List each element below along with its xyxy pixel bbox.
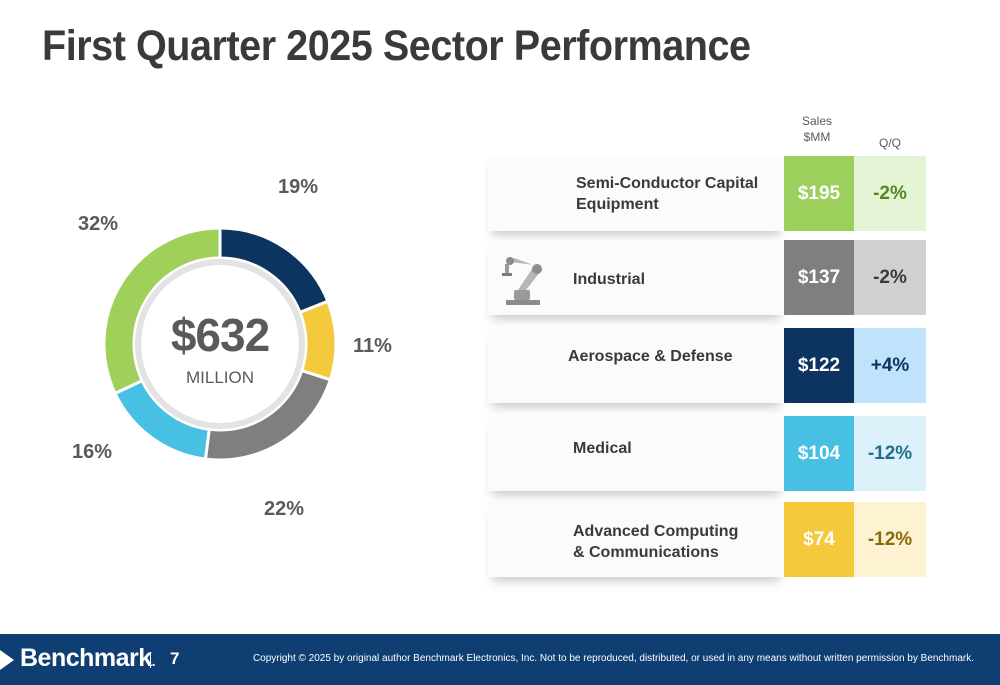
sector-row-aerospace: Aerospace & Defense $122 +4% bbox=[488, 328, 926, 403]
logo-dot: . bbox=[151, 653, 156, 669]
sector-donut-chart bbox=[102, 226, 338, 462]
donut-slice-2 bbox=[298, 299, 338, 382]
total-sales-value: $632 bbox=[170, 309, 270, 361]
sector-row-industrial: Industrial $137 -2% bbox=[488, 240, 926, 315]
sector-name: Semi-Conductor Capital Equipment bbox=[576, 175, 759, 213]
sector-row-semiconductor: Semi-Conductor Capital Equipment $195 -2… bbox=[488, 156, 926, 231]
footer-bar: Benchmark. 7 Copyright © 2025 by origina… bbox=[0, 634, 1000, 685]
benchmark-logo: Benchmark. bbox=[20, 644, 156, 673]
sector-qq-change: +4% bbox=[854, 328, 926, 403]
sector-sales: $104 bbox=[784, 416, 854, 491]
sector-name: Aerospace & Defense bbox=[568, 348, 733, 365]
slice-label-yellow: 11% bbox=[353, 335, 392, 357]
sector-row-computing: Advanced Computing & Communications $74 … bbox=[488, 502, 926, 577]
donut-center bbox=[135, 259, 305, 429]
sector-row-medical: Medical $104 -12% bbox=[488, 416, 926, 491]
row-background bbox=[488, 328, 784, 403]
copyright-notice: Copyright © 2025 by original author Benc… bbox=[252, 653, 974, 664]
sector-name: Medical bbox=[573, 440, 632, 457]
donut-slice-5 bbox=[102, 226, 222, 396]
robot-arm-icon bbox=[502, 257, 542, 305]
slice-label-green: 32% bbox=[78, 213, 119, 235]
row-background bbox=[488, 502, 784, 577]
logo-text: Benchmark bbox=[20, 644, 152, 672]
page-title: First Quarter 2025 Sector Performance bbox=[42, 22, 751, 70]
logo-arrow-icon bbox=[0, 650, 14, 670]
slice-label-cyan: 16% bbox=[72, 441, 113, 463]
total-sales-unit: MILLION bbox=[185, 368, 255, 387]
sector-sales: $195 bbox=[784, 156, 854, 231]
sector-qq-change: -2% bbox=[854, 240, 926, 315]
sector-sales: $122 bbox=[784, 328, 854, 403]
sector-sales: $137 bbox=[784, 240, 854, 315]
row-background bbox=[488, 156, 784, 231]
slice-label-gray: 22% bbox=[264, 498, 305, 520]
sector-qq-change: -12% bbox=[854, 502, 926, 577]
sector-qq-change: -2% bbox=[854, 156, 926, 231]
page-number: 7 bbox=[170, 649, 180, 668]
sector-sales: $74 bbox=[784, 502, 854, 577]
sector-name: Advanced Computing & Communications bbox=[573, 523, 739, 561]
sales-column-header: Sales $MM bbox=[801, 114, 833, 144]
sector-name: Industrial bbox=[573, 271, 646, 288]
qq-column-header: Q/Q bbox=[878, 136, 901, 150]
slice-label-navy: 19% bbox=[278, 176, 319, 198]
footer-divider bbox=[150, 652, 151, 668]
sector-qq-change: -12% bbox=[854, 416, 926, 491]
row-background bbox=[488, 416, 784, 491]
